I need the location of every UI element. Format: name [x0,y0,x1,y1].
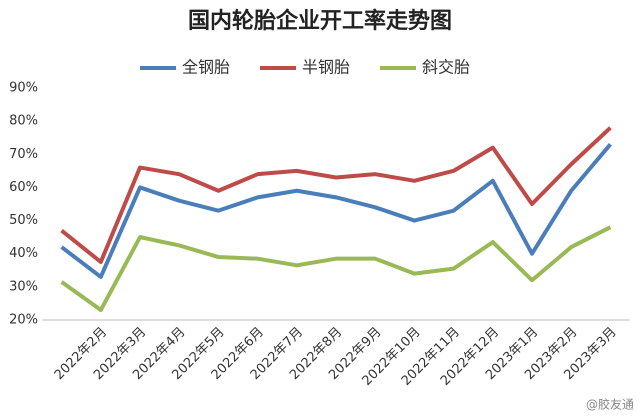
series-line [60,225,612,313]
y-tick-label: 70% [9,147,38,162]
y-tick-label: 50% [9,213,38,228]
chart-title: 国内轮胎企业开工率走势图 [188,8,452,34]
y-tick-label: 80% [9,114,38,129]
series-line [60,143,612,279]
y-tick-label: 90% [9,81,38,96]
y-tick-label: 20% [9,313,38,328]
series-line [60,126,612,264]
legend-label: 全钢胎 [182,58,230,77]
y-tick-label: 40% [9,246,38,261]
legend-label: 半钢胎 [302,58,350,77]
y-tick-label: 30% [9,279,38,294]
legend-label: 斜交胎 [422,58,470,77]
y-tick-label: 60% [9,180,38,195]
watermark: @胶友通 [586,397,634,412]
